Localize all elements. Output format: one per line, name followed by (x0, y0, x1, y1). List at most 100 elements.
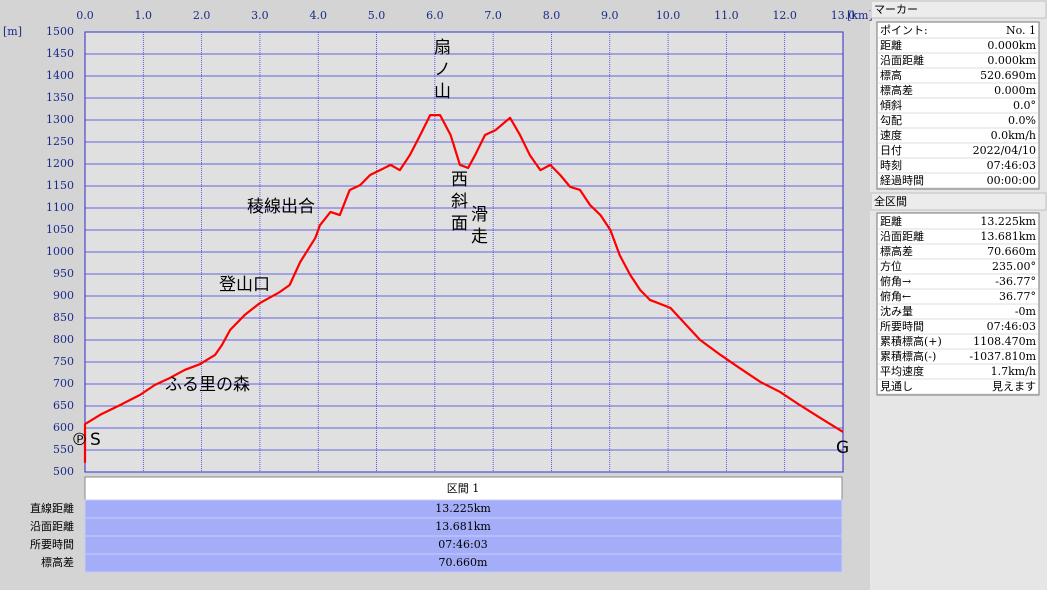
x-tick-label: 0.0 (76, 9, 94, 22)
row-label: 勾配 (880, 114, 902, 127)
row-value: 1.7km/h (991, 365, 1036, 378)
row-label: 直線距離 (30, 501, 74, 515)
panel-body (876, 21, 1040, 190)
x-tick-label: 11.0 (714, 9, 739, 22)
y-axis-unit: [m] (3, 25, 22, 38)
row-value: 0.0km/h (991, 129, 1036, 142)
row-value: 0.0% (1008, 114, 1036, 127)
panel-title: マーカー (874, 3, 918, 16)
row-label: 傾斜 (880, 98, 902, 112)
x-tick-label: 9.0 (601, 9, 619, 22)
row-value: 13.681km (435, 520, 491, 533)
annotation: 西斜面 (447, 170, 468, 236)
annotation: ふる里の森 (165, 375, 250, 395)
row-label: 所要時間 (880, 320, 924, 333)
row-label: 沿面距離 (880, 53, 924, 67)
row-value: 07:46:03 (987, 320, 1036, 333)
y-tick-label: 1500 (46, 25, 74, 38)
row-label: 時刻 (880, 158, 902, 172)
y-tick-label: 1250 (46, 135, 74, 148)
row-label: 標高 (880, 68, 902, 82)
row-label: 沈み量 (880, 304, 913, 318)
row-label: 距離 (880, 38, 902, 52)
annotation: 稜線出合 (247, 197, 315, 217)
section-row (84, 553, 843, 573)
row-value: 13.681km (980, 230, 1036, 243)
y-tick-label: 600 (53, 421, 74, 434)
y-tick-label: 950 (53, 267, 74, 280)
row-value: 235.00° (992, 260, 1036, 273)
row-value: 70.660m (439, 556, 488, 569)
row-label: 沿面距離 (880, 229, 924, 243)
elevation-line (83, 114, 844, 463)
section-title: 区間 1 (447, 482, 480, 495)
row-label: 所要時間 (30, 538, 74, 551)
y-tick-label: 1350 (46, 91, 74, 104)
x-tick-label: 7.0 (484, 9, 502, 22)
row-label: 経過時間 (880, 174, 924, 187)
panel-header (870, 192, 1047, 211)
row-value: 0.000km (987, 54, 1036, 67)
y-tick-label: 550 (53, 443, 74, 456)
row-value: 36.77° (999, 290, 1036, 303)
row-value: 07:46:03 (438, 538, 487, 551)
row-value: 0.000m (994, 84, 1036, 97)
x-tick-label: 4.0 (309, 9, 327, 22)
y-tick-label: 1050 (46, 223, 74, 236)
row-value: -36.77° (995, 275, 1036, 288)
row-value: No. 1 (1006, 24, 1036, 37)
x-tick-label: 13.0 (831, 9, 856, 22)
row-value: 13.225km (435, 502, 491, 515)
row-label: 俯角← (880, 289, 911, 303)
y-tick-label: 650 (53, 399, 74, 412)
x-tick-label: 10.0 (656, 9, 681, 22)
row-label: 速度 (880, 128, 902, 142)
row-label: 見通し (880, 380, 913, 393)
annotation: 扇ノ山 (430, 38, 451, 104)
row-label: 標高差 (880, 244, 913, 258)
row-value: 0.0° (1013, 99, 1036, 112)
row-value: 07:46:03 (987, 159, 1036, 172)
row-label: 平均速度 (880, 364, 924, 378)
row-label: 方位 (880, 259, 902, 273)
y-tick-label: 1200 (46, 157, 74, 170)
y-tick-label: 1450 (46, 47, 74, 60)
x-tick-label: 8.0 (543, 9, 561, 22)
y-tick-label: 1400 (46, 69, 74, 82)
y-tick-label: 1300 (46, 113, 74, 126)
row-label: 距離 (880, 214, 902, 228)
row-value: 00:00:00 (987, 174, 1036, 187)
y-tick-label: 750 (53, 355, 74, 368)
x-tick-label: 1.0 (135, 9, 153, 22)
x-tick-label: 2.0 (193, 9, 211, 22)
annotation: S (90, 430, 101, 450)
row-value: 2022/04/10 (973, 144, 1036, 157)
row-label: 俯角→ (880, 274, 911, 288)
row-label: ポイント: (880, 24, 928, 37)
y-tick-label: 1000 (46, 245, 74, 258)
y-tick-label: 800 (53, 333, 74, 346)
y-tick-label: 850 (53, 311, 74, 324)
y-tick-label: 700 (53, 377, 74, 390)
row-label: 日付 (880, 144, 902, 157)
annotation: ℗ (71, 430, 88, 450)
row-value: -0m (1015, 305, 1037, 318)
row-label: 標高差 (41, 555, 74, 569)
annotation: 滑走 (467, 205, 488, 249)
x-tick-label: 5.0 (368, 9, 386, 22)
row-label: 累積標高(-) (880, 349, 936, 363)
row-label: 標高差 (880, 83, 913, 97)
row-value: 見えます (992, 380, 1036, 393)
row-value: 0.000km (987, 39, 1036, 52)
x-axis-unit: [km] (847, 9, 873, 22)
panel-header (870, 0, 1047, 19)
row-label: 累積標高(+) (880, 334, 942, 348)
annotation: G (836, 438, 849, 458)
row-value: 13.225km (980, 215, 1036, 228)
y-tick-label: 500 (53, 465, 74, 478)
row-value: 70.660m (987, 245, 1036, 258)
row-value: -1037.810m (969, 350, 1036, 363)
y-tick-label: 900 (53, 289, 74, 302)
row-value: 520.690m (980, 69, 1036, 82)
